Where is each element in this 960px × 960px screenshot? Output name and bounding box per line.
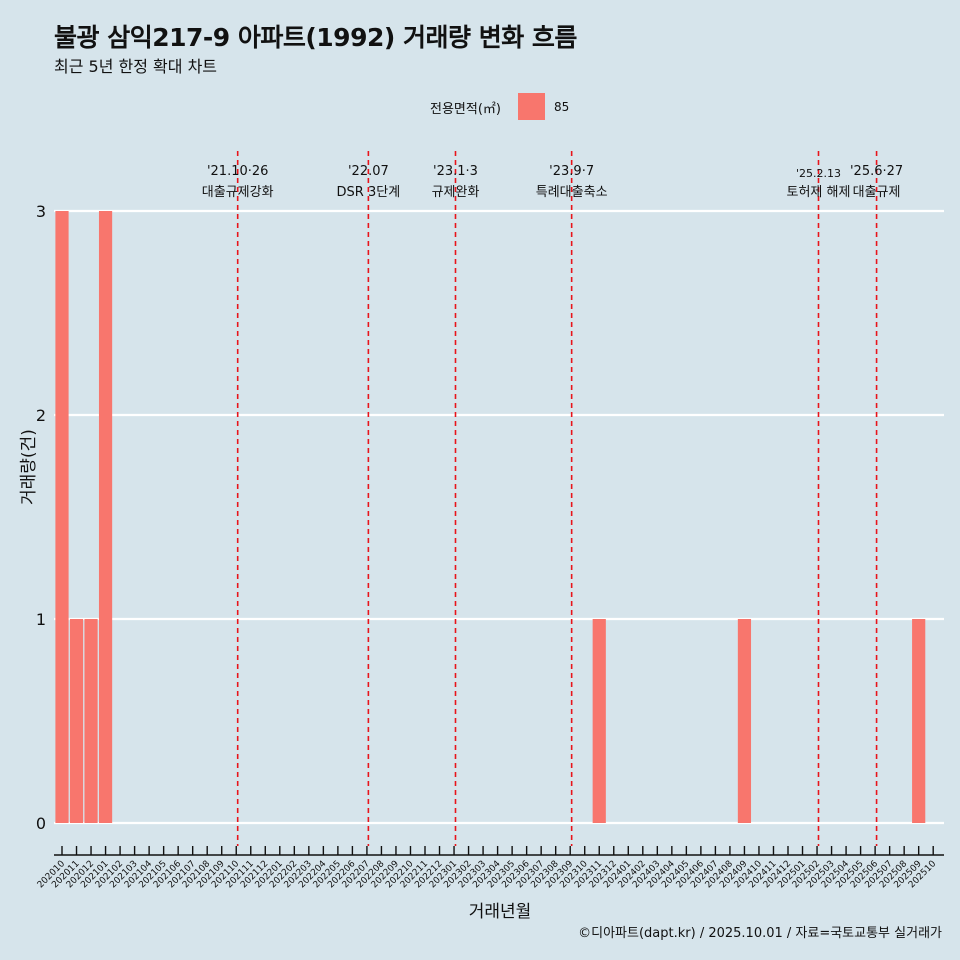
y-tick-label: 3	[36, 202, 46, 221]
source-caption: ©디아파트(dapt.kr) / 2025.10.01 / 자료=국토교통부 실…	[578, 926, 942, 941]
event-name-label: 특례대출축소	[536, 185, 608, 200]
event-name-label: 토허제 해제	[787, 185, 851, 200]
bar	[84, 619, 98, 823]
y-tick-label: 1	[36, 610, 46, 629]
event-date-label: '23.1·3	[433, 164, 478, 179]
event-date-label: '25.2.13	[796, 167, 841, 180]
event-date-label: '21.10·26	[207, 164, 268, 179]
event-date-label: '25.6·27	[850, 164, 903, 179]
legend-swatch	[518, 93, 545, 120]
bar	[69, 619, 84, 823]
y-tick-label: 2	[36, 406, 46, 425]
y-tick-label: 0	[36, 814, 46, 833]
chart-subtitle: 최근 5년 한정 확대 차트	[54, 57, 218, 76]
event-name-label: DSR 3단계	[337, 185, 401, 200]
bar	[98, 211, 113, 823]
x-axis-label: 거래년월	[468, 902, 532, 922]
event-name-label: 대출규제강화	[202, 185, 274, 200]
legend-entry: 85	[554, 100, 570, 114]
event-date-label: '23.9·7	[549, 164, 594, 179]
bar	[592, 619, 606, 823]
chart-title: 불광 삼익217-9 아파트(1992) 거래량 변화 흐름	[54, 23, 577, 52]
y-axis-label: 거래량(건)	[19, 429, 39, 505]
event-name-label: 규제완화	[432, 185, 480, 200]
legend-title: 전용면적(㎡)	[430, 102, 501, 117]
event-date-label: '22.07	[348, 164, 389, 179]
bar	[55, 211, 69, 823]
event-name-label: 대출규제	[853, 185, 901, 200]
bar	[737, 619, 752, 823]
bar	[912, 619, 926, 823]
